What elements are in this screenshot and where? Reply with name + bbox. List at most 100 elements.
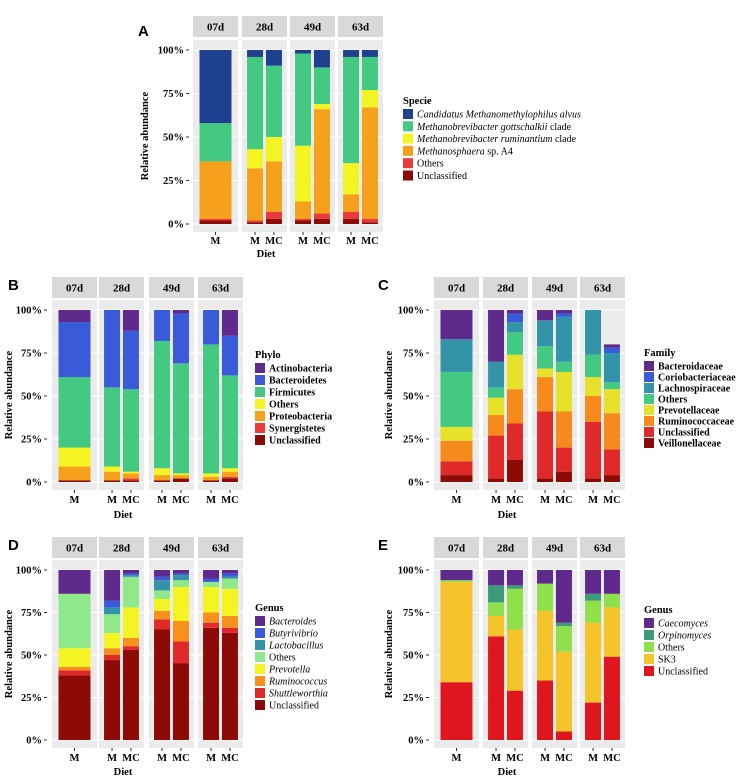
facet-strip [580,537,625,558]
bar-49d-M [154,310,171,482]
bar-segment [506,690,523,740]
facet-label: 49d [546,543,563,555]
bar-segment [506,629,523,691]
bar-segment [440,339,473,372]
bar-segment [154,576,171,581]
legend: Genus BacteroidesButyrivibrioLactobacillu… [255,603,328,712]
bar-segment [506,459,523,482]
bar-segment [221,335,238,376]
facet-strip [149,537,194,558]
bar-segment [172,573,189,576]
bar-segment [122,330,139,390]
bar-segment [58,593,91,649]
bar-segment [199,123,232,162]
legend-swatch [255,411,265,421]
bar-07d-M [199,50,232,224]
facet-label: 49d [304,22,321,34]
bar-segment [58,447,91,467]
x-group-label: MC [506,495,524,506]
bar-segment [313,103,330,110]
bar-segment [555,316,572,362]
panel-letter: C [378,277,389,294]
bar-segment [555,313,572,317]
bar-segment [537,478,554,482]
y-tick-label: 100% [398,306,424,317]
facet-strip [99,277,144,298]
bar-segment [343,218,360,224]
legend-swatch [644,394,654,404]
bar-segment [265,161,282,212]
x-axis-title: Diet [114,510,133,521]
x-group-label: MC [265,236,283,247]
bar-segment [122,649,139,740]
bar-segment [440,426,473,441]
panel-d: D 0% 25% 50% 75% 100% Relative abundance 07d M 28… [4,537,328,778]
bar-63d-MC [603,570,620,740]
bar-49d-MC [555,310,572,482]
bar-segment [122,473,139,479]
x-group-label: MC [122,495,140,506]
y-axis-title: Relative abundance [4,350,15,439]
y-axis-title: Relative abundance [384,609,395,698]
y-tick-label: 50% [21,392,42,403]
legend-swatch [403,109,413,119]
bar-segment [537,680,554,740]
bar-segment [603,413,620,450]
legend-title: Specie [403,96,432,107]
bar-segment [537,368,554,378]
y-tick-label: 25% [163,176,184,187]
bar-segment [203,344,220,474]
bar-segment [488,570,505,586]
bar-segment [203,627,220,740]
bar-segment [265,218,282,224]
facet-label: 63d [212,283,229,295]
bar-segment [506,354,523,390]
legend-label: Lachnospiraceae [658,384,731,395]
bar-segment [122,607,139,638]
legend-label: Actinobacteria [269,364,332,375]
facet-label: 28d [113,543,130,555]
bar-63d-M [585,310,602,482]
x-group-label: M [540,495,550,506]
legend-title: Family [644,348,676,359]
x-group-label: MC [221,753,239,764]
legend-label: SK3 [658,655,676,666]
bar-28d-M [488,570,505,740]
bar-49d-M [154,570,171,740]
x-group-label: M [206,495,216,506]
x-group-label: M [157,753,167,764]
facet-label: 63d [594,543,611,555]
bar-segment [247,168,264,221]
bar-63d-M [343,50,360,224]
bar-segment [506,423,523,460]
legend-swatch [255,363,265,373]
legend-title: Genus [644,605,673,616]
bar-segment [203,473,220,477]
bar-segment [506,310,523,314]
bar-segment [537,310,554,321]
facet-label: 49d [163,543,180,555]
bar-segment [506,588,523,630]
facet-strip [242,16,287,37]
bar-segment [154,570,171,577]
x-group-label: M [107,495,117,506]
y-tick-label: 50% [403,651,424,662]
bar-segment [154,598,171,611]
x-group-label: MC [172,495,190,506]
legend-label: Others [269,653,296,664]
bar-segment [58,648,91,667]
legend-label: Caecomyces [658,619,708,630]
legend-swatch [403,145,413,156]
legend-swatch [255,676,265,686]
bar-segment [295,220,312,224]
bar-segment [440,475,473,482]
bar-segment [58,666,91,671]
x-axis-title: Diet [257,249,276,260]
bar-segment [488,414,505,436]
bar-segment [154,468,171,476]
bar-segment [313,109,330,214]
x-group-label: MC [122,753,140,764]
bar-49d-M [537,310,554,482]
bar-segment [154,340,171,469]
